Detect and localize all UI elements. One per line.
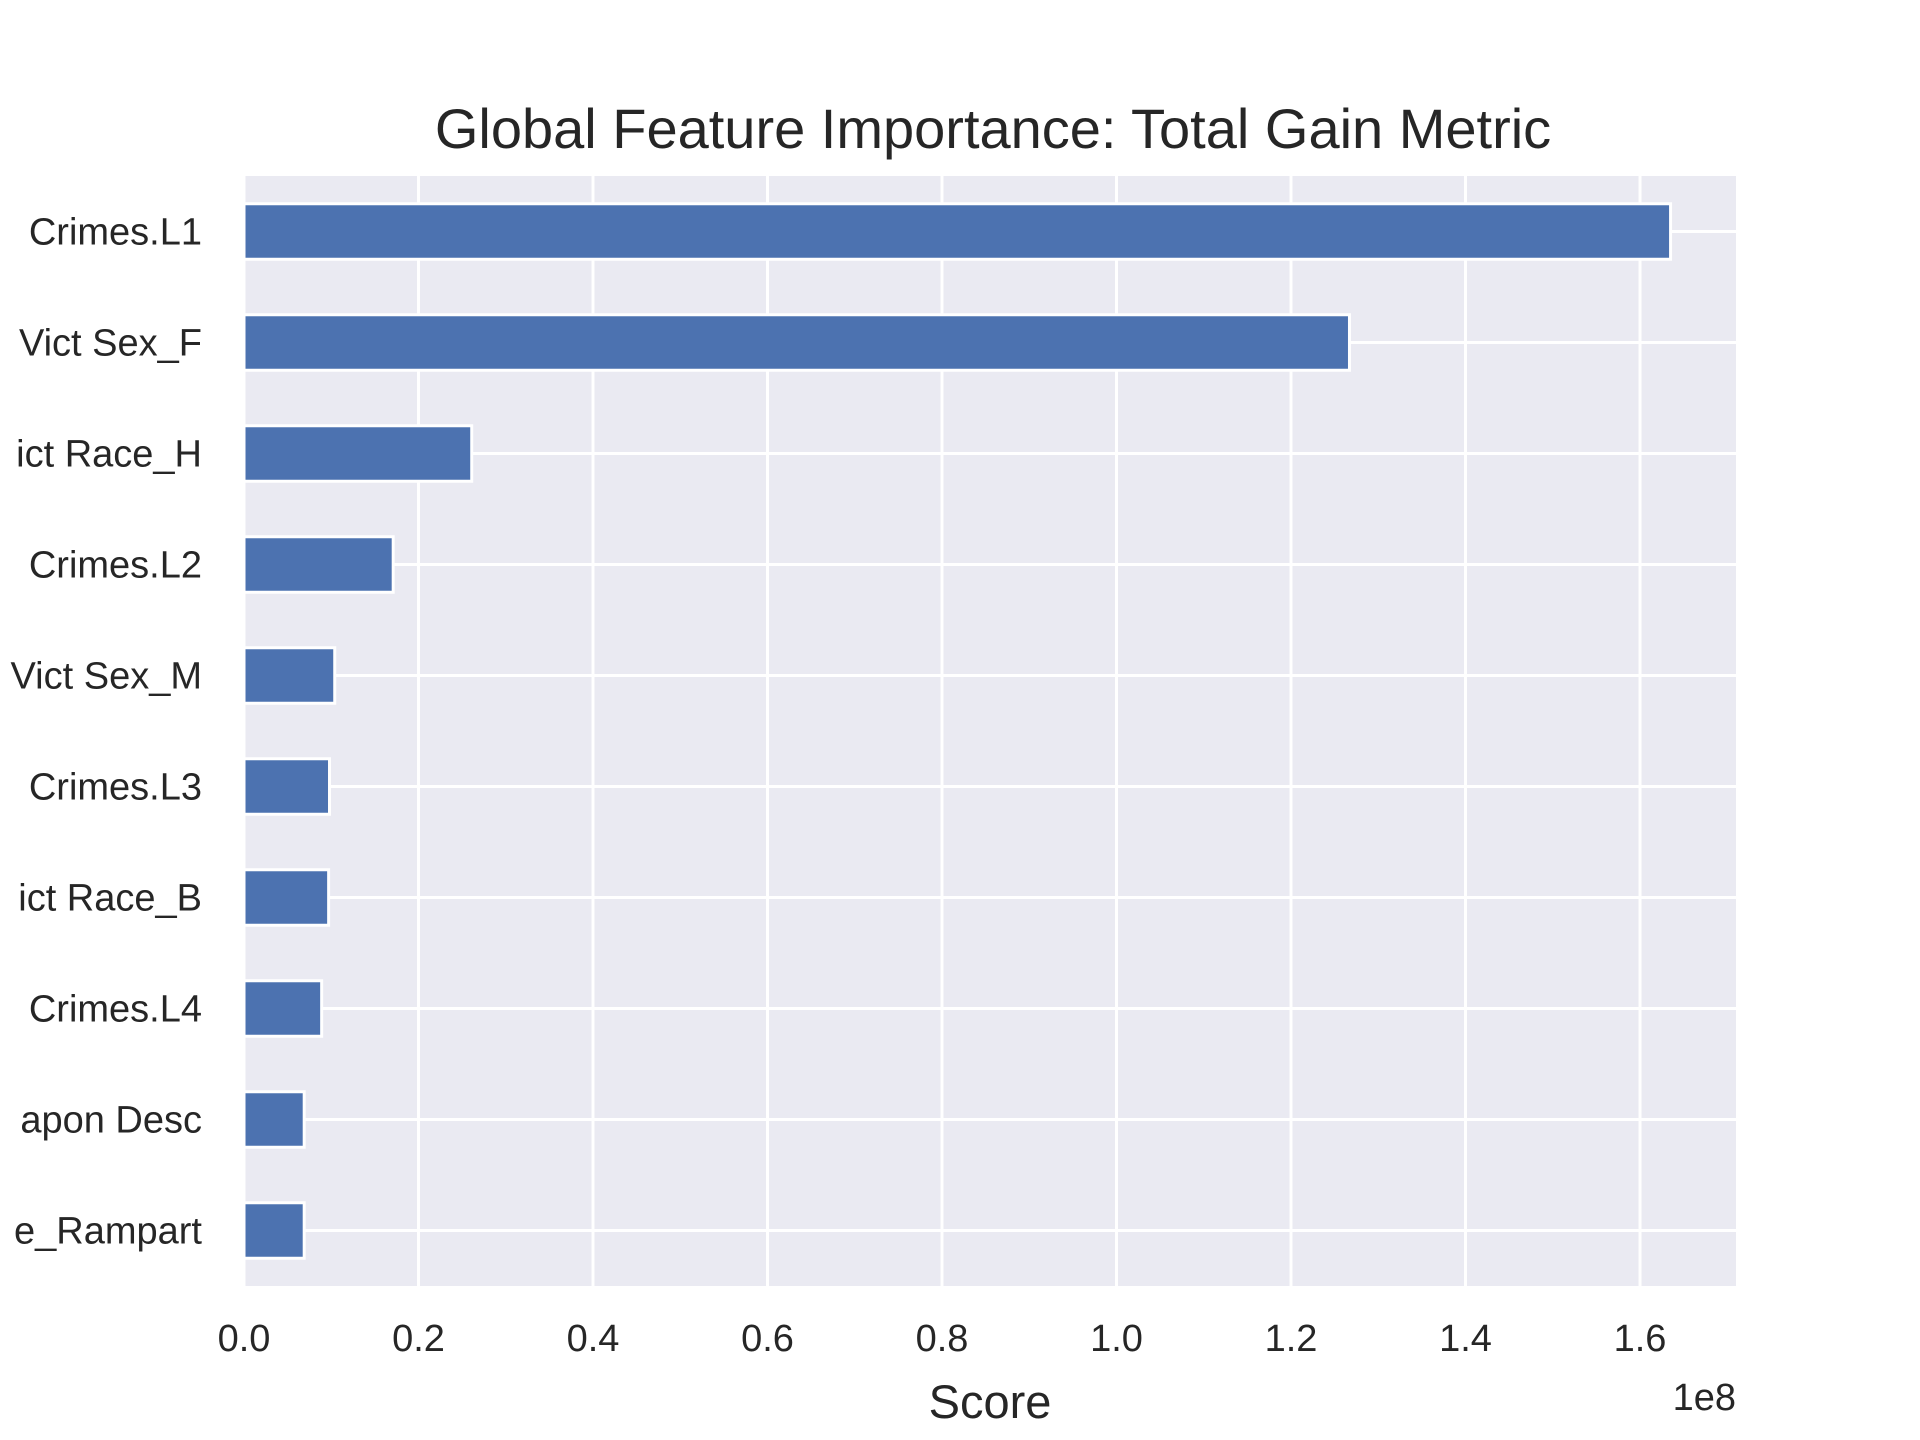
x-tick-labels: 0.0 0.2 0.4 0.6 0.8 1.0 1.2 1.4 1.6 xyxy=(218,1318,1667,1360)
x-tick-label: 0.0 xyxy=(218,1318,271,1360)
x-tick-label: 1.4 xyxy=(1439,1318,1492,1360)
y-tick-label: Vict Sex_M xyxy=(11,656,202,698)
bar xyxy=(242,535,395,594)
y-tick-label: Crimes.L2 xyxy=(29,545,202,587)
bars xyxy=(242,202,1673,1260)
x-offset-label: 1e8 xyxy=(1673,1377,1736,1419)
x-tick-label: 1.0 xyxy=(1090,1318,1143,1360)
bar xyxy=(242,979,324,1038)
y-tick-label: Crimes.L3 xyxy=(29,767,202,809)
bar xyxy=(242,313,1351,372)
x-tick-label: 1.2 xyxy=(1265,1318,1318,1360)
bar xyxy=(242,757,332,816)
y-tick-label: Crimes.L1 xyxy=(29,212,202,254)
y-tick-label: Vict Sex_F xyxy=(19,323,202,365)
bar xyxy=(242,1090,306,1149)
y-tick-label: ict Race_B xyxy=(18,878,202,920)
x-tick-label: 1.6 xyxy=(1614,1318,1667,1360)
x-tick-label: 0.4 xyxy=(567,1318,620,1360)
bar xyxy=(242,424,474,483)
y-tick-label: e_Rampart xyxy=(14,1211,202,1253)
y-tick-label: Crimes.L4 xyxy=(29,989,202,1031)
y-tick-label: ict Race_H xyxy=(16,434,202,476)
x-tick-label: 0.6 xyxy=(741,1318,794,1360)
bar xyxy=(242,1201,306,1260)
x-tick-label: 0.2 xyxy=(392,1318,445,1360)
bar xyxy=(242,868,331,927)
x-tick-label: 0.8 xyxy=(916,1318,969,1360)
bar xyxy=(242,202,1673,261)
x-axis-label: Score xyxy=(929,1375,1052,1428)
chart-title: Global Feature Importance: Total Gain Me… xyxy=(435,97,1551,160)
bar xyxy=(242,646,337,705)
y-tick-label: apon Desc xyxy=(20,1100,202,1142)
